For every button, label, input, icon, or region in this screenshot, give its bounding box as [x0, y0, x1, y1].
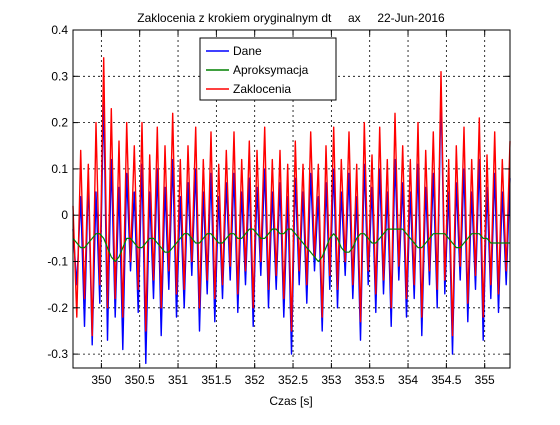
x-tick-label: 353.5 [355, 373, 385, 387]
legend-label: Zaklocenia [233, 82, 291, 96]
legend: Dane Aproksymacja Zaklocenia [199, 37, 337, 101]
y-tick-label: 0 [61, 208, 68, 222]
chart-title: Zaklocenia z krokiem oryginalnym dt ax 2… [137, 11, 445, 25]
series-line-aproksymacja [72, 228, 510, 263]
y-tick-label: -0.3 [47, 347, 68, 361]
y-tick-label: 0.3 [51, 69, 68, 83]
y-tick-label: -0.1 [47, 255, 68, 269]
x-axis-label: Czas [s] [269, 394, 312, 408]
legend-label: Aproksymacja [233, 63, 309, 77]
x-tick-label: 350.5 [125, 373, 155, 387]
x-tick-label: 350 [91, 373, 111, 387]
x-tick-label: 352.5 [278, 373, 308, 387]
y-tick-label: -0.2 [47, 301, 68, 315]
x-tick-label: 354.5 [431, 373, 461, 387]
y-tick-label: 0.2 [51, 116, 68, 130]
series-line-zaklocenia [72, 57, 511, 337]
x-tick-label: 351.5 [201, 373, 231, 387]
legend-label: Dane [233, 44, 262, 58]
x-tick-label: 355 [475, 373, 495, 387]
x-tick-label: 354 [398, 373, 418, 387]
plot-frame [72, 29, 511, 369]
y-tick-label: 0.4 [51, 23, 68, 37]
ticks: 350 350.5 351 351.5 352 352.5 353 353.5 354 354.5… [47, 23, 510, 387]
series-group [72, 57, 511, 365]
y-tick-label: 0.1 [51, 162, 68, 176]
series-line-dane [72, 89, 511, 365]
x-tick-label: 351 [168, 373, 188, 387]
x-tick-label: 353 [321, 373, 341, 387]
x-tick-label: 352 [245, 373, 265, 387]
